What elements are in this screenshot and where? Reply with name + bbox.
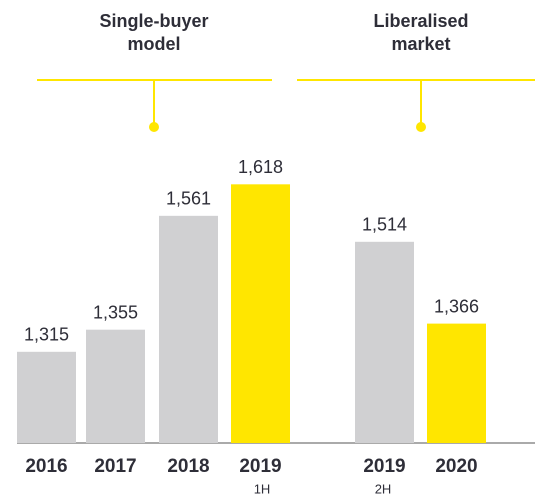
group-dot [416,122,426,132]
group-dot [149,122,159,132]
value-label: 1,514 [362,215,407,235]
x-sublabel: 2H [375,481,392,496]
group-decor [37,79,535,132]
x-tick-label: 2019 [239,456,281,477]
bar [86,329,145,443]
x-tick-label: 2018 [167,456,209,477]
group-label: Single-buyer [99,11,208,31]
bar [355,241,414,443]
x-tick-label: 2017 [94,456,136,477]
bar [427,323,486,443]
value-label: 1,355 [93,302,138,322]
bar [159,215,218,443]
bar [231,184,290,443]
x-tick-label: 2020 [435,456,477,477]
value-label: 1,561 [166,189,211,209]
value-label: 1,618 [238,157,283,177]
x-tick-label: 2016 [25,456,67,477]
group-label: model [127,34,180,54]
value-label: 1,366 [434,296,479,316]
x-sublabel: 1H [254,481,271,496]
bar [17,351,76,443]
value-label: 1,315 [24,325,69,345]
x-tick-label: 2019 [363,456,405,477]
group-label: Liberalised [373,11,468,31]
group-label: market [391,34,450,54]
